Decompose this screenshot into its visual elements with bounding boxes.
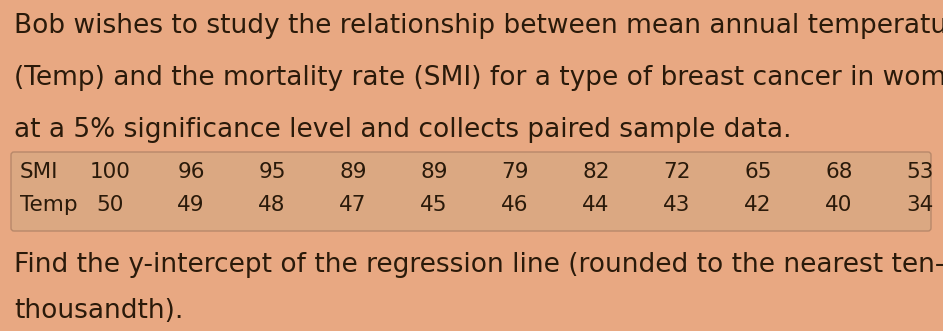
- Text: 96: 96: [177, 162, 205, 182]
- FancyBboxPatch shape: [11, 152, 931, 231]
- Text: 49: 49: [177, 195, 205, 215]
- Text: SMI: SMI: [20, 162, 58, 182]
- Text: 50: 50: [96, 195, 124, 215]
- Text: 40: 40: [825, 195, 852, 215]
- Text: 82: 82: [582, 162, 610, 182]
- Text: 42: 42: [744, 195, 771, 215]
- Text: Bob wishes to study the relationship between mean annual temperature: Bob wishes to study the relationship bet…: [14, 13, 943, 39]
- Text: 46: 46: [502, 195, 529, 215]
- Text: 65: 65: [744, 162, 771, 182]
- Text: 34: 34: [906, 195, 934, 215]
- Text: 89: 89: [421, 162, 448, 182]
- Text: (Temp) and the mortality rate (SMI) for a type of breast cancer in women: (Temp) and the mortality rate (SMI) for …: [14, 65, 943, 91]
- Text: 95: 95: [258, 162, 286, 182]
- Text: at a 5% significance level and collects paired sample data.: at a 5% significance level and collects …: [14, 117, 791, 143]
- Text: 68: 68: [825, 162, 852, 182]
- Text: 45: 45: [421, 195, 448, 215]
- Text: Find the y-intercept of the regression line (rounded to the nearest ten-: Find the y-intercept of the regression l…: [14, 252, 943, 278]
- Text: 79: 79: [502, 162, 529, 182]
- Text: 48: 48: [258, 195, 286, 215]
- Text: thousandth).: thousandth).: [14, 298, 183, 324]
- Text: 43: 43: [663, 195, 690, 215]
- Text: 47: 47: [339, 195, 367, 215]
- Text: 72: 72: [663, 162, 691, 182]
- Text: 89: 89: [339, 162, 367, 182]
- Text: 100: 100: [90, 162, 130, 182]
- Text: 44: 44: [582, 195, 610, 215]
- Text: 53: 53: [906, 162, 934, 182]
- Text: Temp: Temp: [20, 195, 77, 215]
